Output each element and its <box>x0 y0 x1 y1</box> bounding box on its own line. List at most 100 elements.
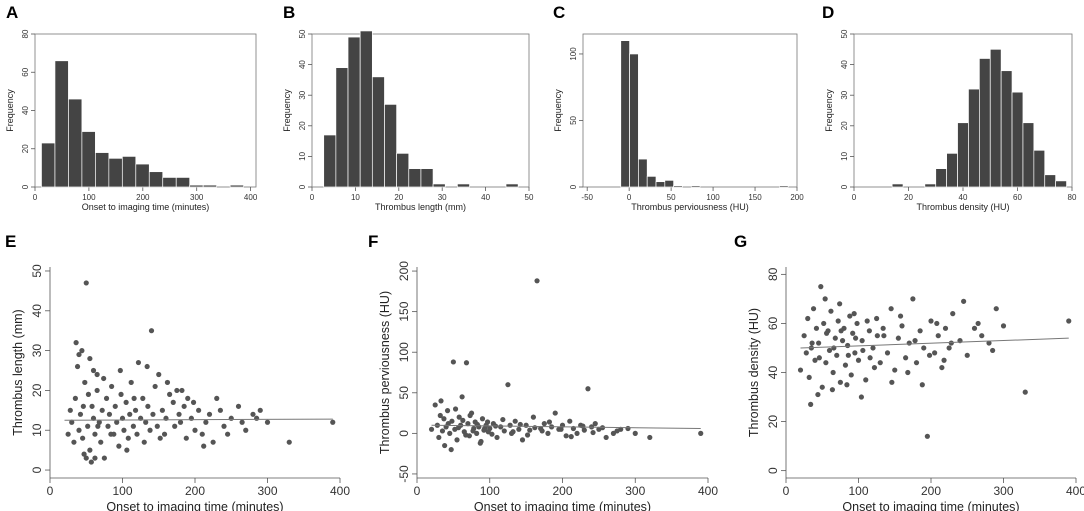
scatter-point-g <box>809 340 815 346</box>
scatter-point-g <box>906 340 912 346</box>
scatter-point-g <box>917 328 923 334</box>
histogram-bar-a <box>68 98 83 188</box>
scatter-point-g <box>812 357 818 363</box>
scatter-point-f <box>436 434 442 441</box>
histogram-bar-c <box>638 158 648 188</box>
scatter-point-g <box>819 384 825 390</box>
scatter-point-e <box>145 403 151 409</box>
scatter-point-e <box>96 419 102 425</box>
histogram-bar-a <box>162 177 177 188</box>
x-tick-label-c: 50 <box>667 193 676 202</box>
y-tick-label-c: 0 <box>569 184 578 189</box>
scatter-point-f <box>498 424 504 430</box>
x-tick-label-a: 0 <box>33 193 38 202</box>
x-tick-label-b: 50 <box>525 193 534 202</box>
scatter-point-g <box>919 382 925 388</box>
scatter-point-g <box>990 347 996 354</box>
scatter-point-g <box>926 352 933 358</box>
histogram-bar-c <box>673 185 683 188</box>
x-axis-label-g: Onset to imaging time (minutes) <box>842 500 1019 511</box>
scatter-point-e <box>89 403 95 409</box>
x-tick-label-e: 200 <box>185 484 205 498</box>
y-tick-label-d: 40 <box>840 60 849 69</box>
scatter-point-g <box>848 372 854 378</box>
y-tick-label-f: 50 <box>397 386 411 400</box>
scatter-point-g <box>858 394 865 400</box>
histogram-bar-d <box>957 122 969 188</box>
scatter-point-f <box>470 428 476 434</box>
histogram-bar-a <box>229 184 244 188</box>
scatter-point-f <box>524 432 531 438</box>
scatter-point-e <box>99 407 105 413</box>
x-tick-label-e: 0 <box>47 484 54 498</box>
scatter-point-e <box>108 431 114 437</box>
scatter-point-g <box>903 355 909 361</box>
y-axis-label-c: Frequency <box>553 89 563 132</box>
y-tick-label-g: 0 <box>766 467 780 474</box>
y-tick-label-d: 10 <box>840 151 849 160</box>
histogram-bar-a <box>95 152 110 188</box>
x-tick-label-b: 10 <box>351 193 360 202</box>
histogram-bar-b <box>347 36 361 188</box>
scatter-point-f <box>456 414 462 420</box>
y-tick-label-g: 40 <box>766 366 780 380</box>
scatter-point-g <box>813 325 820 331</box>
histogram-bar-b <box>323 134 337 188</box>
x-tick-label-b: 20 <box>394 193 403 202</box>
scatter-point-f <box>445 421 451 427</box>
scatter-point-g <box>964 352 970 358</box>
x-tick-label-a: 200 <box>136 193 150 202</box>
y-axis-label-d: Frequency <box>824 89 834 132</box>
scatter-point-e <box>114 419 120 425</box>
scatter-point-f <box>625 425 631 432</box>
scatter-point-g <box>971 325 978 331</box>
scatter-point-f <box>482 425 488 432</box>
y-tick-label-g: 80 <box>766 267 780 281</box>
scatter-point-g <box>1000 323 1007 329</box>
histogram-bar-d <box>989 48 1002 188</box>
histogram-bar-d <box>924 183 937 188</box>
y-tick-label-e: 30 <box>30 344 44 358</box>
scatter-point-g <box>835 318 841 324</box>
scatter-point-e <box>121 427 127 433</box>
scatter-point-g <box>866 328 872 334</box>
scatter-point-g <box>852 350 858 356</box>
y-tick-label-d: 30 <box>840 90 849 99</box>
scatter-point-f <box>487 425 493 432</box>
scatter-point-g <box>928 318 934 324</box>
fit-line-f <box>431 424 701 429</box>
scatter-point-e <box>90 367 97 374</box>
y-tick-label-a: 60 <box>21 67 30 76</box>
scatter-point-g <box>844 382 850 388</box>
scatter-point-e <box>79 348 85 354</box>
x-tick-label-a: 400 <box>244 193 258 202</box>
panel-label-f: F <box>368 232 378 251</box>
scatter-point-e <box>90 415 97 421</box>
scatter-point-f <box>530 414 537 420</box>
scatter-point-g <box>889 379 895 385</box>
scatter-point-e <box>81 451 87 457</box>
scatter-point-e <box>144 363 150 370</box>
scatter-point-g <box>910 296 916 302</box>
y-tick-label-a: 80 <box>21 29 30 38</box>
scatter-point-e <box>128 379 134 386</box>
scatter-point-e <box>176 411 182 417</box>
scatter-point-f <box>432 402 438 408</box>
scatter-point-e <box>148 328 155 334</box>
histogram-bar-c <box>620 40 630 188</box>
scatter-point-g <box>859 338 865 344</box>
scatter-point-g <box>867 355 873 361</box>
scatter-point-e <box>95 423 101 429</box>
scatter-point-f <box>460 417 466 423</box>
scatter-point-g <box>895 335 901 341</box>
scatter-point-e <box>123 399 129 405</box>
scatter-point-f <box>541 421 547 427</box>
x-tick-label-g: 0 <box>783 484 790 498</box>
scatter-point-e <box>221 423 227 429</box>
scatter-point-f <box>479 416 486 422</box>
scatter-point-g <box>851 311 857 317</box>
y-axis-label-a: Frequency <box>5 89 15 132</box>
scatter-point-f <box>516 426 522 432</box>
scatter-point-e <box>164 379 171 386</box>
scatter-point-e <box>69 419 75 425</box>
